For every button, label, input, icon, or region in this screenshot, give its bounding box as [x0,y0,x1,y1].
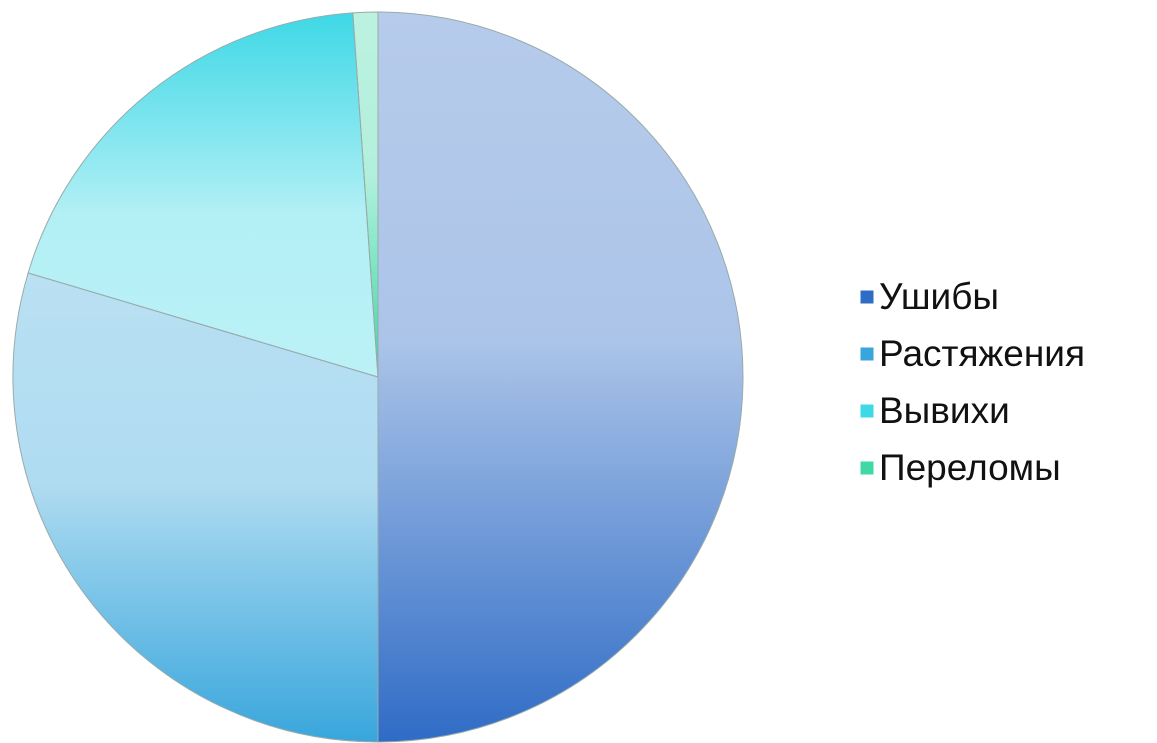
slice [12,272,379,743]
slice [377,11,744,743]
legend-swatch [859,346,875,362]
legend-label: Ушибы [879,276,999,317]
legend-label: Растяжения [879,333,1085,374]
legend-swatch [859,460,875,476]
legend: Ушибы Растяжения Вывихи Переломы [859,276,1085,488]
slice [27,12,379,378]
legend-swatch [859,403,875,419]
pie [12,11,744,743]
legend-label: Переломы [879,447,1061,488]
legend-swatch [859,289,875,305]
legend-label: Вывихи [879,390,1010,431]
slice [352,11,379,378]
